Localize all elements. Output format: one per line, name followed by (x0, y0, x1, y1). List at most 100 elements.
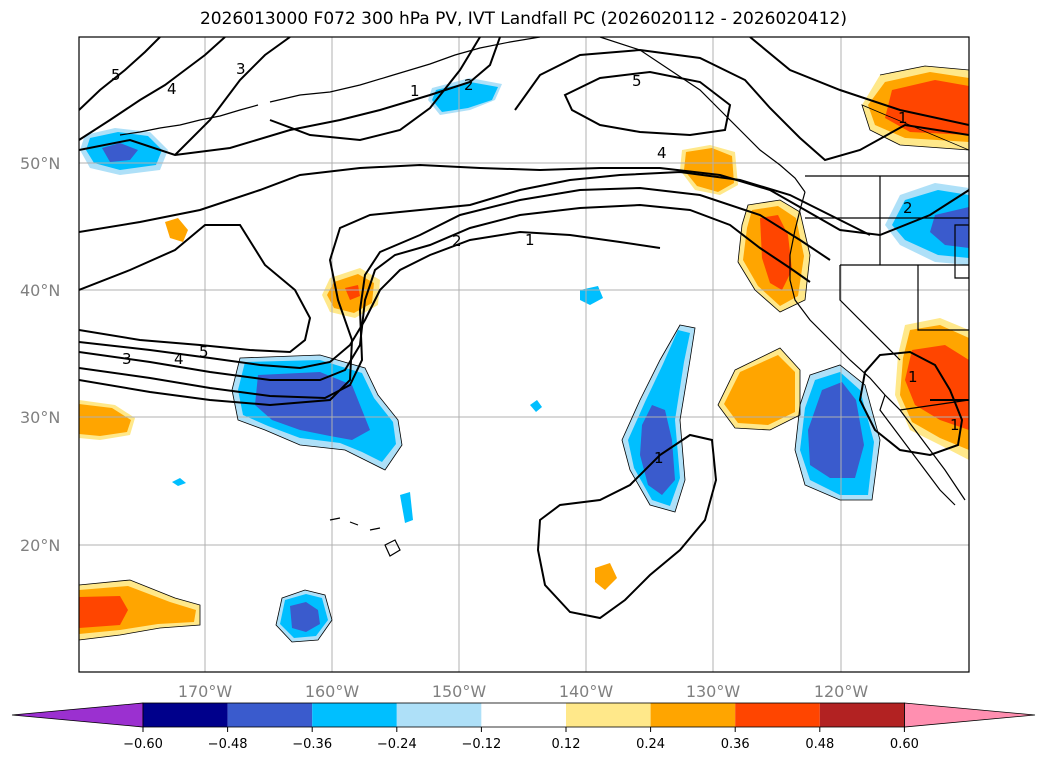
colorbar-tick-label: 0.12 (552, 737, 581, 752)
contour-label-3-west: 3 (122, 350, 132, 368)
contour-label-1-ne: 1 (898, 109, 908, 127)
lon-label-170w: 170°W (178, 682, 233, 701)
shading-outlines (79, 65, 969, 643)
lat-labels: 50°N 40°N 30°N 20°N (20, 154, 60, 555)
pos-anomaly-southwest-core (905, 345, 969, 430)
west-coast-us (789, 191, 966, 501)
contour-jet-4 (79, 203, 811, 381)
contour-jet-5 (79, 186, 831, 400)
shading-layer (79, 66, 969, 642)
lat-label-30n: 30°N (20, 408, 60, 427)
neg-anomaly-155w-25n (400, 492, 413, 523)
contour-jet-6 (79, 170, 871, 407)
contour-1-northeast (749, 37, 969, 126)
neg-anomaly-inland-nw-core (930, 207, 969, 248)
pos-anomaly-central-mid (724, 355, 795, 425)
contour-1-north (269, 37, 481, 142)
state-border-6 (954, 224, 969, 279)
contour-subtropical-low (536, 433, 718, 620)
contour-label-1-se: 1 (950, 416, 960, 434)
lon-label-160w: 160°W (305, 682, 360, 701)
aleutian-chain (119, 104, 259, 136)
pos-anomaly-west-30n-mid (79, 404, 131, 436)
contour-label-2-jet: 2 (452, 232, 462, 250)
contour-3-north-west (174, 37, 291, 156)
lat-label-50n: 50°N (20, 154, 60, 173)
lat-label-40n: 40°N (20, 281, 60, 300)
panhandle-coast (599, 37, 806, 193)
pos-anomaly-140w-17n (595, 563, 617, 590)
lon-labels: 170°W 160°W 150°W 140°W 130°W 120°W (178, 682, 869, 701)
contour-label-1-goa: 1 (410, 82, 420, 100)
pos-anomaly-172w (165, 218, 188, 242)
colorbar-tick-label: 0.60 (890, 737, 919, 752)
contour-label-4-nw: 4 (167, 80, 177, 98)
colorbar-segment (650, 703, 736, 727)
colorbar-tick-label: −0.12 (461, 737, 501, 752)
neg-anomaly-172w-25n (172, 478, 186, 486)
colorbar-segment (312, 703, 397, 727)
lat-label-20n: 20°N (20, 536, 60, 555)
contour-4-gulf (514, 48, 969, 162)
contour-label-4-west: 4 (174, 350, 184, 368)
contour-jet-2 (79, 224, 312, 354)
contour-label-5-gulf: 5 (632, 72, 642, 90)
colorbar: −0.60 −0.48 −0.36 −0.24 −0.12 0.12 0.24 0.36 0.4… (11, 702, 1036, 752)
plot-area (79, 37, 969, 672)
colorbar-tick-label: 0.36 (721, 737, 750, 752)
contour-label-4-gulf: 4 (657, 144, 667, 162)
colorbar-segment (735, 703, 820, 727)
state-border-5 (839, 265, 901, 361)
pos-anomaly-bc-mid (684, 148, 734, 192)
baja-coast (879, 394, 956, 506)
hawaii-islands (329, 517, 401, 557)
colorbar-tick-label: 0.24 (636, 737, 665, 752)
alaska-coast (269, 37, 541, 103)
state-border-4 (917, 265, 969, 331)
lon-label-150w: 150°W (432, 682, 487, 701)
colorbar-segment (481, 703, 566, 727)
mexico-border (899, 399, 969, 411)
contour-1-southeast (858, 350, 964, 457)
colorbar-extend-high (904, 702, 1036, 728)
colorbar-segment (227, 703, 313, 727)
contour-label-5-west: 5 (199, 343, 209, 361)
pos-anomaly-oregon-core (760, 215, 792, 290)
contour-label-1-subtropical: 1 (654, 449, 664, 467)
contour-label-3-nw: 3 (236, 60, 246, 78)
map-content: 5 4 3 2 1 1 2 5 4 1 2 1 3 4 5 1 1 (79, 37, 969, 672)
coastlines (119, 37, 969, 557)
gridlines (79, 37, 969, 672)
lon-label-140w: 140°W (559, 682, 614, 701)
colorbar-tick-label: 0.48 (805, 737, 834, 752)
contours (79, 37, 969, 620)
neg-anomaly-northwest-core (102, 143, 138, 162)
lon-label-130w: 130°W (686, 682, 741, 701)
contour-jet-3 (79, 230, 661, 370)
contour-high-gulf (563, 70, 732, 137)
neg-anomaly-162w-core (290, 602, 320, 632)
colorbar-tick-label: −0.60 (123, 737, 163, 752)
colorbar-tick-label: −0.48 (208, 737, 248, 752)
colorbar-segment (819, 703, 905, 727)
lon-label-120w: 120°W (814, 682, 869, 701)
colorbar-tick-label: −0.36 (292, 737, 332, 752)
colorbar-segment (566, 703, 651, 727)
contour-label-1-sw: 1 (908, 368, 918, 386)
plot-frame (78, 36, 970, 673)
colorbar-outline (142, 702, 905, 728)
contour-label-2-goa: 2 (464, 76, 474, 94)
contour-4-north-west (79, 37, 226, 141)
contour-label-1-jet: 1 (525, 231, 535, 249)
contour-2-north (79, 37, 501, 157)
contour-label-5-nw: 5 (111, 66, 121, 84)
neg-anomaly-baja-core (808, 382, 864, 478)
neg-anomaly-144w-30n (530, 400, 542, 412)
contour-5-north-west (79, 37, 161, 111)
map-title: 2026013000 F072 300 hPa PV, IVT Landfall… (199, 9, 847, 29)
pos-anomaly-160w-core (345, 285, 360, 300)
colorbar-segment (396, 703, 482, 727)
contour-jet-1 (79, 163, 969, 237)
colorbar-tick-label: −0.24 (377, 737, 417, 752)
neg-anomaly-subtropical-core (640, 405, 675, 495)
